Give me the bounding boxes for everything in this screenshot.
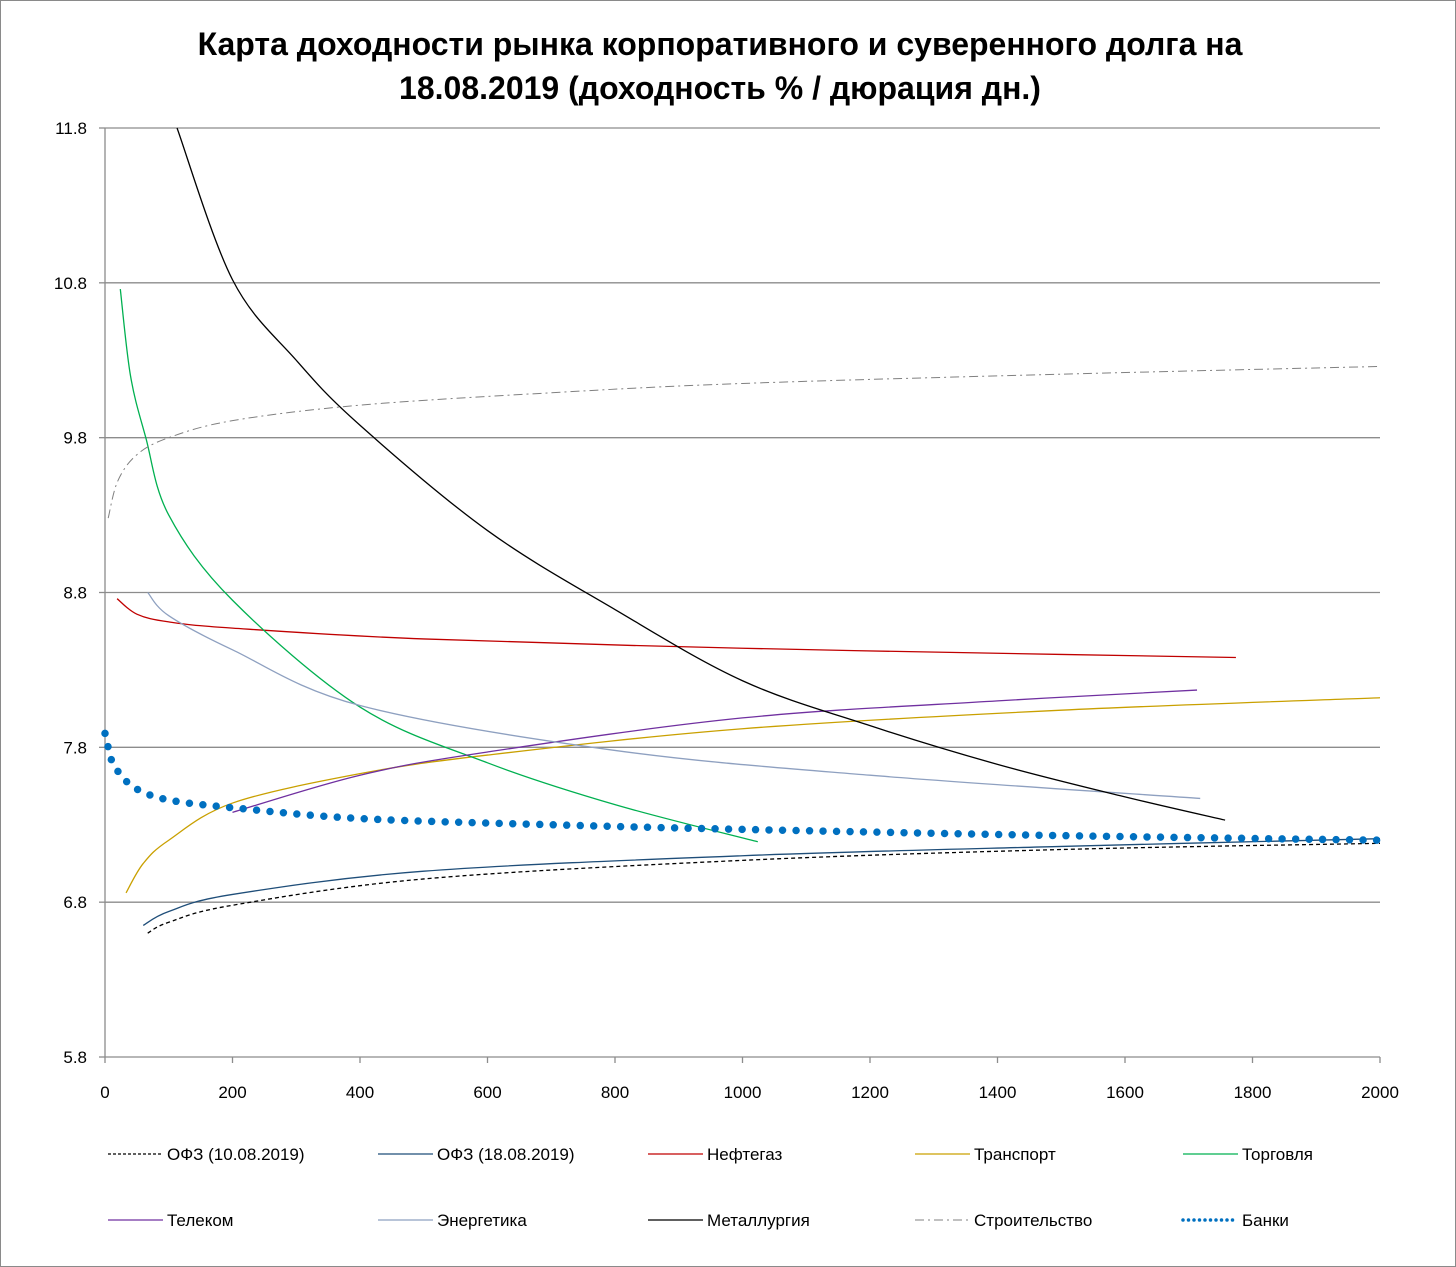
- x-tick-label: 1400: [979, 1083, 1017, 1102]
- series-line-4: [119, 288, 758, 843]
- y-tick-label: 6.8: [63, 893, 87, 912]
- legend-label-2: Нефтегаз: [707, 1145, 782, 1164]
- series-line-9: [101, 729, 1384, 844]
- x-tick-label: 800: [601, 1083, 629, 1102]
- legend-label-5: Телеком: [167, 1211, 233, 1230]
- legend-label-9: Банки: [1242, 1211, 1289, 1230]
- x-tick-label: 1800: [1234, 1083, 1272, 1102]
- y-tick-label: 7.8: [63, 738, 87, 757]
- legend-label-7: Металлургия: [707, 1211, 810, 1230]
- y-tick-label: 10.8: [54, 274, 87, 293]
- x-tick-label: 600: [473, 1083, 501, 1102]
- series-line-1: [142, 838, 1381, 926]
- x-tick-label: 0: [100, 1083, 109, 1102]
- series-line-5: [232, 689, 1198, 813]
- x-tick-label: 1600: [1106, 1083, 1144, 1102]
- legend-label-8: Строительство: [974, 1211, 1092, 1230]
- chart-title-line2: 18.08.2019 (доходность % / дюрация дн.): [399, 70, 1041, 106]
- series-line-6: [147, 592, 1201, 800]
- series-line-3: [125, 697, 1381, 894]
- y-tick-label: 9.8: [63, 429, 87, 448]
- y-tick-label: 11.8: [55, 119, 87, 138]
- x-tick-label: 2000: [1361, 1083, 1399, 1102]
- legend-label-1: ОФЗ (18.08.2019): [437, 1145, 575, 1164]
- series-line-7: [176, 127, 1226, 821]
- legend-label-6: Энергетика: [437, 1211, 527, 1230]
- series-line-2: [116, 598, 1236, 659]
- legend-label-0: ОФЗ (10.08.2019): [167, 1145, 305, 1164]
- y-tick-label: 8.8: [63, 584, 87, 603]
- legend-label-4: Торговля: [1242, 1145, 1313, 1164]
- x-tick-label: 1000: [724, 1083, 762, 1102]
- y-tick-label: 5.8: [63, 1048, 87, 1067]
- series-line-0: [147, 842, 1381, 934]
- legend-label-3: Транспорт: [974, 1145, 1056, 1164]
- x-tick-label: 400: [346, 1083, 374, 1102]
- x-tick-label: 1200: [851, 1083, 889, 1102]
- x-tick-label: 200: [218, 1083, 246, 1102]
- chart-title: Карта доходности рынка корпоративного и …: [0, 22, 1440, 110]
- series-line-8: [107, 365, 1381, 519]
- chart-title-line1: Карта доходности рынка корпоративного и …: [197, 26, 1243, 62]
